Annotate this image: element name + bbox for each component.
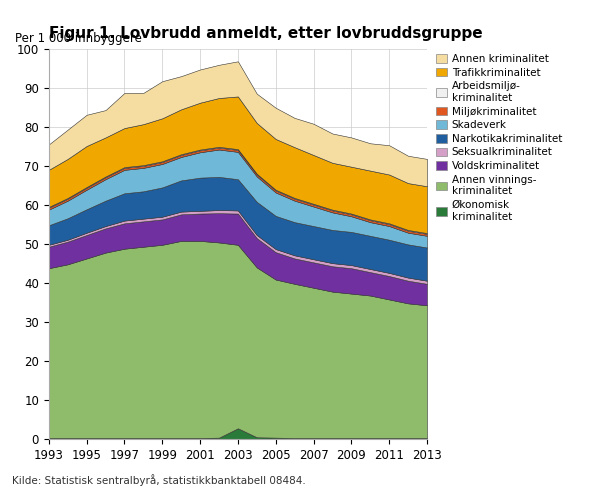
Text: Figur 1. Lovbrudd anmeldt, etter lovbruddsgruppe: Figur 1. Lovbrudd anmeldt, etter lovbrud… xyxy=(49,26,483,41)
Text: Kilde: Statistisk sentralbyrå, statistikkbanktabell 08484.: Kilde: Statistisk sentralbyrå, statistik… xyxy=(12,474,306,486)
Legend: Annen kriminalitet, Trafikkriminalitet, Arbeidsmiljø-
kriminalitet, Miljøkrimina: Annen kriminalitet, Trafikkriminalitet, … xyxy=(436,54,562,222)
Text: Per 1 000 innbyggere: Per 1 000 innbyggere xyxy=(15,32,142,45)
